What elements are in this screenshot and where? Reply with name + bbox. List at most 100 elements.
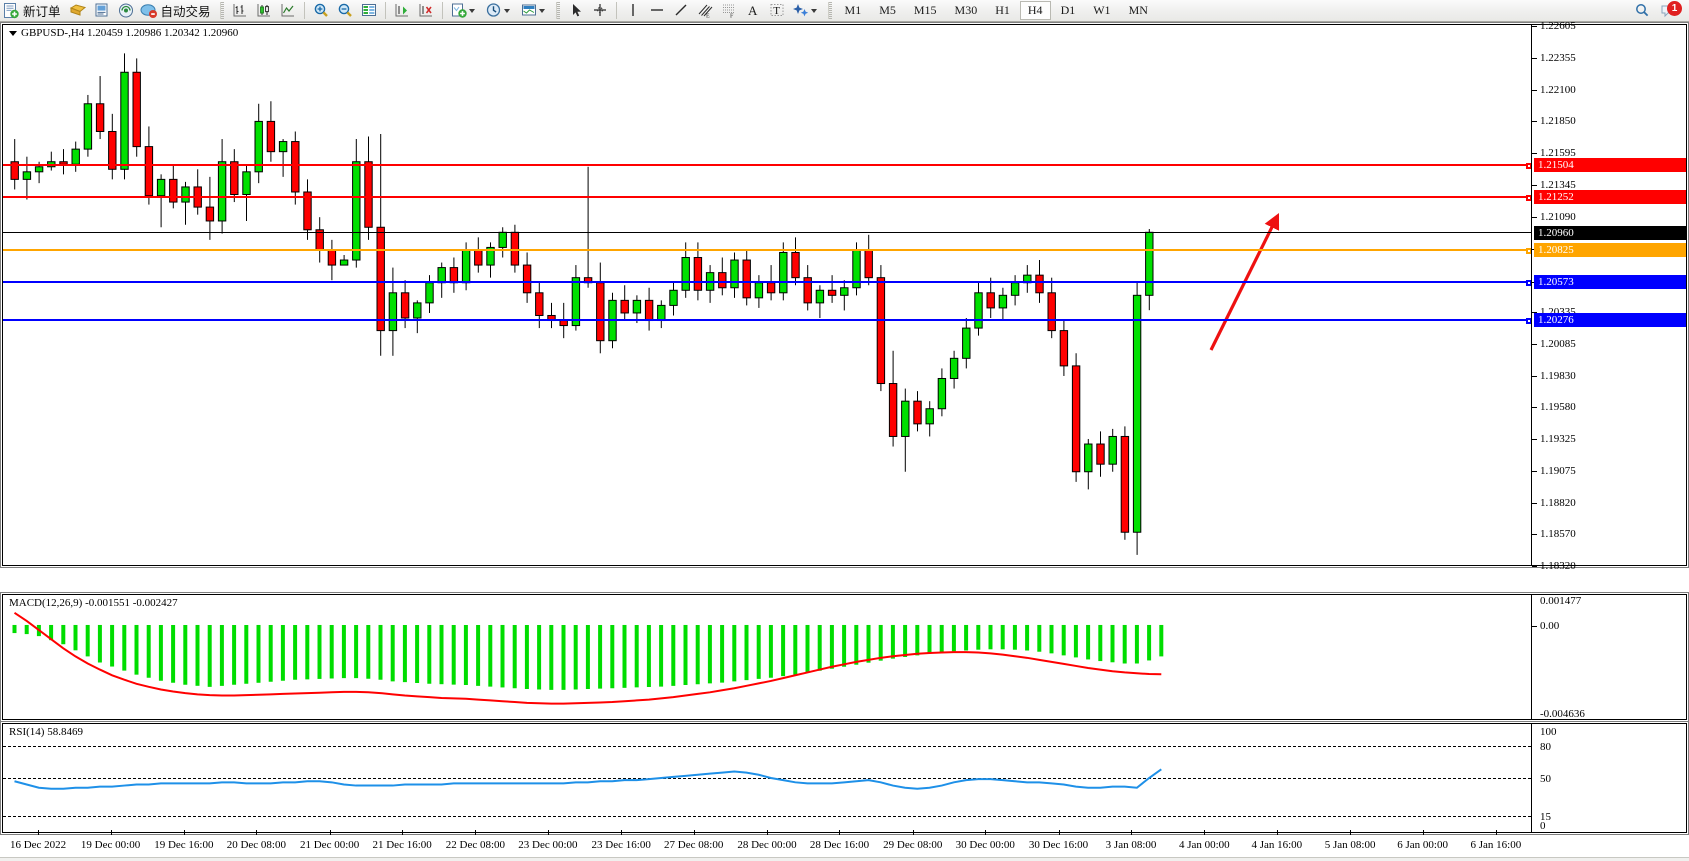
timeframe-h1[interactable]: H1 [995, 3, 1010, 17]
period-button[interactable] [482, 1, 517, 21]
time-axis-tick [1131, 830, 1133, 835]
zoom-out-button[interactable] [333, 1, 357, 21]
time-axis-label: 4 Jan 00:00 [1178, 839, 1230, 851]
fibonacci-button[interactable]: F [717, 1, 741, 21]
time-axis-label: 6 Jan 00:00 [1397, 839, 1448, 851]
time-axis-label: 29 Dec 08:00 [883, 839, 943, 851]
time-axis-tick [1495, 830, 1497, 835]
entry-line[interactable] [3, 248, 1531, 255]
signals-button[interactable] [114, 1, 138, 21]
timeframe-mn[interactable]: MN [1128, 3, 1148, 17]
chevron-down-icon[interactable] [9, 30, 17, 36]
timeframe-m1[interactable]: M1 [844, 3, 862, 17]
support-line-2[interactable] [3, 317, 1531, 324]
auto-scroll-button[interactable] [390, 1, 414, 21]
new-order-button[interactable]: 新订单 [0, 1, 66, 21]
resistance-line-1-tag[interactable]: 1.21504 [1534, 157, 1686, 172]
timeframe-m30[interactable]: M30 [954, 3, 978, 17]
bar-chart-button[interactable] [228, 1, 252, 21]
notification-badge: 1 [1667, 1, 1682, 16]
time-axis-tick [766, 830, 768, 835]
chevron-down-icon[interactable] [810, 8, 817, 13]
price-axis-label: 1.20085 [1540, 337, 1576, 350]
toolbar-grip-2 [555, 2, 560, 19]
timeframe-m5[interactable]: M5 [879, 3, 896, 17]
up-arrow-annotation[interactable] [3, 25, 1531, 565]
trendline-button[interactable] [669, 1, 693, 21]
timeframe-h4[interactable]: H4 [1019, 1, 1051, 20]
macd-plot-area[interactable] [3, 595, 1531, 719]
time-axis[interactable]: 16 Dec 2022 19 Dec 00:00 19 Dec 16:00 20 De… [2, 830, 1687, 859]
resistance-line-2-tag[interactable]: 1.21252 [1534, 189, 1686, 204]
timeframe-d1[interactable]: D1 [1060, 3, 1076, 17]
chevron-down-icon[interactable] [503, 8, 510, 13]
zoom-in-button[interactable] [309, 1, 333, 21]
time-axis-label: 28 Dec 00:00 [737, 839, 797, 851]
resistance-line-2[interactable] [3, 194, 1531, 201]
entry-line-tag[interactable]: 1.20825 [1534, 243, 1686, 258]
equidistant-channel-button[interactable]: E [693, 1, 717, 21]
chevron-down-icon[interactable] [538, 8, 545, 13]
macd-panel[interactable]: MACD(12,26,9) -0.001551 -0.002427 0.0014… [0, 592, 1689, 722]
time-axis-label: 23 Dec 16:00 [591, 839, 651, 851]
line-chart-icon [279, 2, 297, 19]
price-axis-label: 1.21345 [1540, 178, 1576, 191]
price-chart-panel[interactable]: GBPUSD-,H4 1.20459 1.20986 1.20342 1.209… [0, 20, 1689, 572]
candlestick-chart-icon [255, 2, 273, 19]
time-axis-label: 4 Jan 16:00 [1251, 839, 1303, 851]
candlestick-chart-button[interactable] [252, 1, 276, 21]
rsi-level-50 [3, 778, 1531, 779]
vertical-line-button[interactable] [621, 1, 645, 21]
last-price-line[interactable] [3, 232, 1531, 234]
support-line-1[interactable] [3, 280, 1531, 287]
rsi-level-15 [3, 815, 1531, 817]
support-line-2-tag[interactable]: 1.20276 [1534, 312, 1686, 327]
zoom-out-icon [336, 2, 354, 19]
add-indicator-button[interactable] [447, 1, 482, 21]
horizontal-line-button[interactable] [645, 1, 669, 21]
chevron-down-icon[interactable] [468, 8, 475, 13]
rsi-plot-area[interactable] [3, 724, 1531, 832]
time-axis-tick [402, 830, 404, 835]
signal-icon [117, 2, 135, 19]
line-handle[interactable] [1526, 280, 1531, 287]
timeframe-w1[interactable]: W1 [1093, 3, 1111, 17]
line-handle[interactable] [1526, 317, 1531, 324]
main-toolbar: 新订单 [0, 0, 1689, 22]
time-axis-tick [693, 830, 695, 835]
last-price-line-tag[interactable]: 1.20960 [1534, 226, 1686, 241]
support-line-1-tag[interactable]: 1.20573 [1534, 275, 1686, 290]
shapes-button[interactable] [789, 1, 824, 21]
notification-icon[interactable]: 1 [1659, 1, 1682, 19]
expert-advisors-button[interactable] [66, 1, 90, 21]
crosshair-tool-button[interactable] [588, 1, 612, 21]
terminal-button[interactable] [90, 1, 114, 21]
resistance-line-1[interactable] [3, 162, 1531, 169]
text-button[interactable]: A [741, 1, 765, 21]
svg-text:A: A [748, 3, 758, 18]
price-plot-area[interactable] [3, 25, 1531, 565]
crosshair-icon [591, 2, 609, 19]
chart-shift-button[interactable] [414, 1, 438, 21]
line-handle[interactable] [1526, 162, 1531, 169]
data-window-button[interactable] [357, 1, 381, 21]
price-axis-label: 1.18320 [1540, 560, 1576, 572]
candlestick-series [10, 53, 1154, 555]
svg-text:E: E [706, 14, 710, 20]
templates-button[interactable] [517, 1, 552, 21]
price-axis[interactable]: 1.22605 1.22355 1.22100 1.21850 1.21595 1.213… [1531, 20, 1686, 572]
cursor-tool-button[interactable] [564, 1, 588, 21]
new-order-label: 新订单 [23, 4, 61, 19]
line-handle[interactable] [1526, 194, 1531, 201]
line-chart-button[interactable] [276, 1, 300, 21]
autotrading-button[interactable]: 自动交易 [138, 1, 216, 21]
rsi-axis[interactable]: 100 80 50 15 0 [1531, 724, 1686, 832]
price-axis-tick [1532, 184, 1537, 186]
rsi-panel[interactable]: RSI(14) 58.8469 100 80 50 15 0 [0, 721, 1689, 835]
macd-axis[interactable]: 0.001477 0.00 -0.004636 [1531, 595, 1686, 720]
search-icon[interactable] [1633, 2, 1651, 19]
text-label-button[interactable]: T [765, 1, 789, 21]
timeframe-m15[interactable]: M15 [913, 3, 937, 17]
line-handle[interactable] [1526, 248, 1531, 255]
time-axis-tick [1204, 830, 1206, 835]
